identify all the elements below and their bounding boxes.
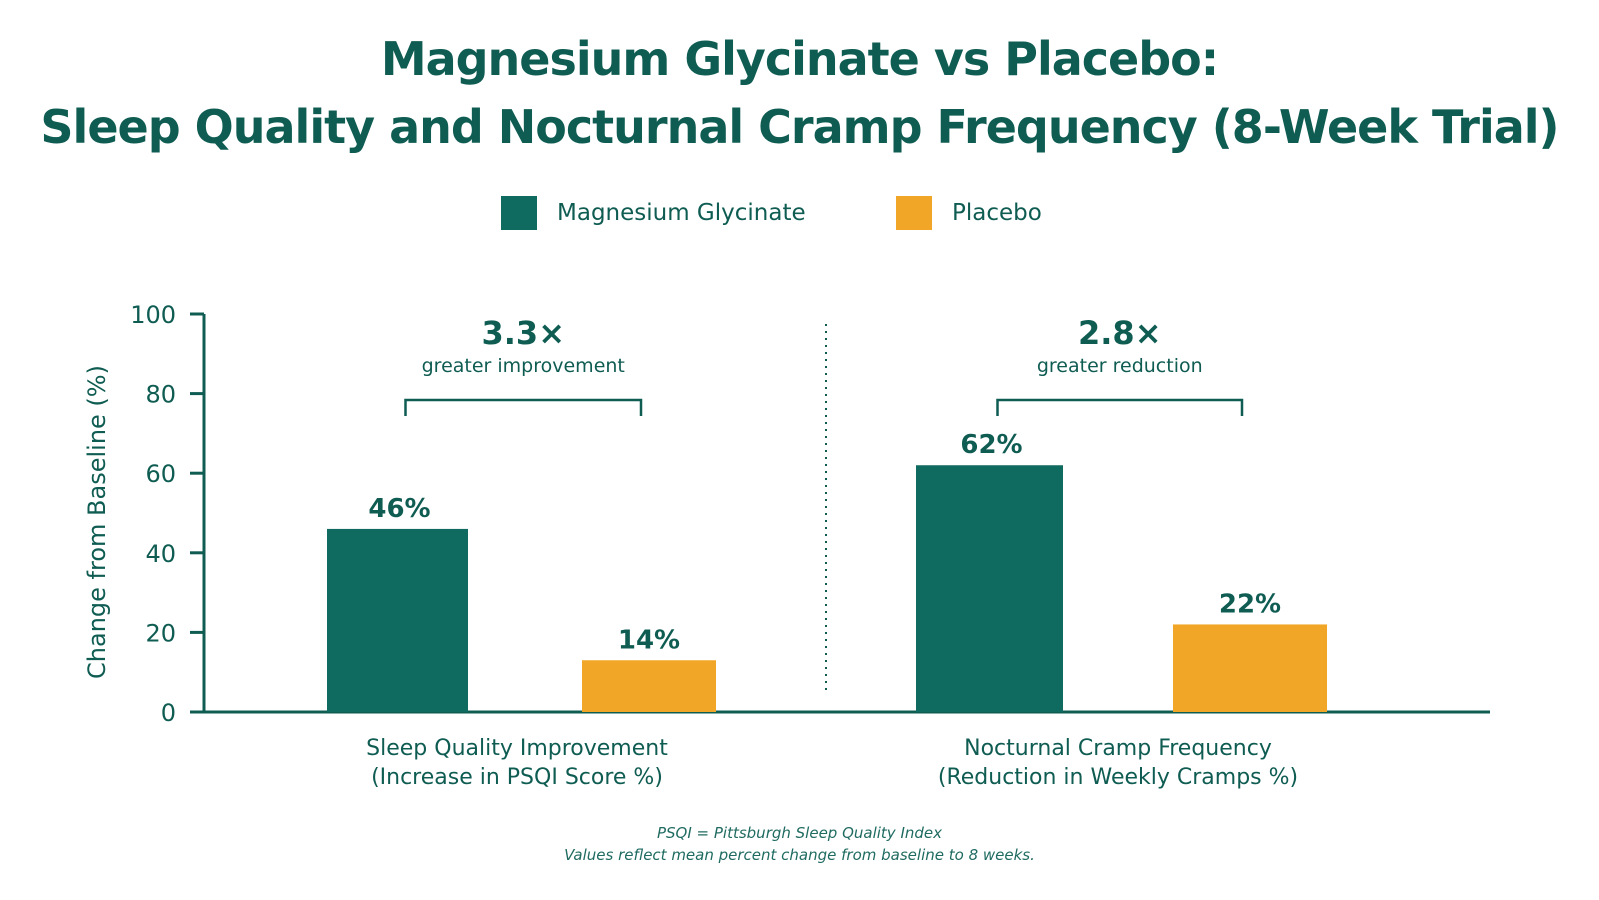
y-tick-label: 80 — [145, 381, 176, 409]
legend-item-placebo: Placebo — [896, 196, 1042, 230]
x-category-sublabel: (Reduction in Weekly Cramps %) — [938, 765, 1298, 790]
bar-placebo-cramp — [1173, 624, 1327, 712]
legend-swatch-magnesium — [501, 196, 537, 230]
annotation-ratio: 2.8× — [1078, 314, 1162, 352]
legend-label-placebo: Placebo — [952, 200, 1042, 226]
comparison-bracket — [996, 398, 1244, 416]
data-label: 14% — [618, 625, 680, 655]
x-category-sublabel: (Increase in PSQI Score %) — [371, 765, 663, 790]
legend-item-magnesium: Magnesium Glycinate — [501, 196, 806, 230]
legend-label-magnesium: Magnesium Glycinate — [557, 200, 806, 226]
y-axis-label: Change from Baseline (%) — [83, 365, 111, 679]
bar-placebo-sleep — [582, 660, 716, 712]
y-tick-label: 0 — [161, 699, 176, 727]
chart-title: Magnesium Glycinate vs Placebo: — [380, 32, 1219, 86]
annotation-text: greater improvement — [422, 355, 625, 377]
bar-magnesium-sleep — [327, 528, 468, 712]
y-tick-label: 60 — [145, 460, 176, 488]
y-tick-label: 40 — [145, 540, 176, 568]
bar-magnesium-cramp — [916, 465, 1063, 712]
legend-swatch-placebo — [896, 196, 932, 230]
y-tick-label: 20 — [145, 619, 176, 647]
legend: Magnesium Glycinate Placebo — [0, 196, 1599, 236]
footnote-psqi: PSQI = Pittsburgh Sleep Quality Index — [656, 824, 943, 842]
data-label: 62% — [960, 430, 1022, 460]
chart-subtitle: Sleep Quality and Nocturnal Cramp Freque… — [40, 100, 1559, 154]
y-tick-label: 100 — [130, 301, 176, 329]
annotation-ratio: 3.3× — [482, 314, 566, 352]
x-category-label: Sleep Quality Improvement — [366, 736, 668, 761]
data-label: 22% — [1219, 589, 1281, 619]
annotation-text: greater reduction — [1037, 355, 1203, 377]
comparison-bracket — [404, 398, 643, 416]
footnote-values: Values reflect mean percent change from … — [564, 846, 1035, 864]
x-category-label: Nocturnal Cramp Frequency — [964, 736, 1272, 761]
data-label: 46% — [368, 494, 430, 524]
